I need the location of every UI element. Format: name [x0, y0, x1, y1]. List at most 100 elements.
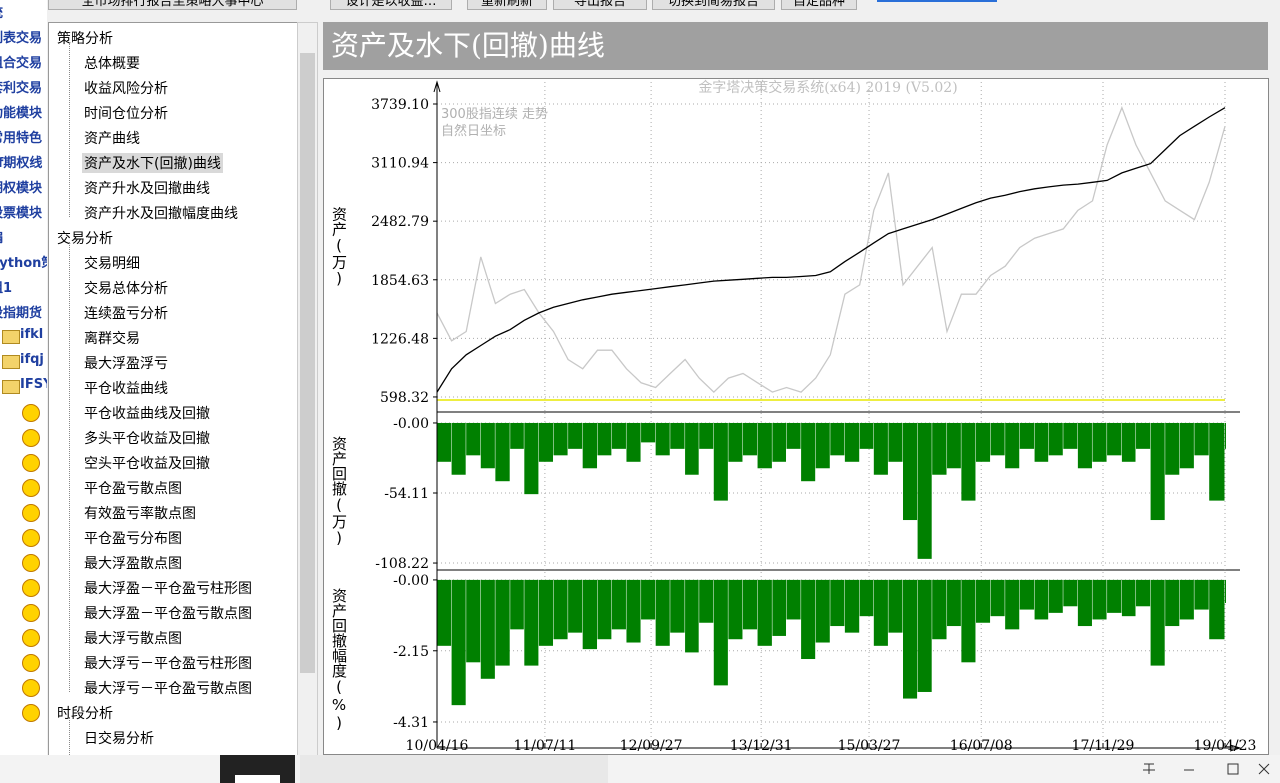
- sidebar-folder[interactable]: ifkl: [20, 327, 44, 342]
- sidebar-folder[interactable]: ifqj: [20, 352, 44, 367]
- tree-item[interactable]: 最大浮亏散点图: [84, 631, 182, 647]
- drawdown-bar: [480, 422, 495, 469]
- tree-item[interactable]: 资产升水及回撤曲线: [84, 181, 210, 197]
- tree-item[interactable]: 最大浮盈－平仓盈亏散点图: [84, 606, 252, 622]
- tree-item[interactable]: 平仓收益曲线: [84, 381, 168, 397]
- tree-item[interactable]: 平仓盈亏分布图: [84, 531, 182, 547]
- toolbar-button[interactable]: 全市场排行报告至策略大事中心: [48, 0, 297, 10]
- drawdown-bar: [1048, 579, 1063, 613]
- smiley-icon[interactable]: [22, 654, 40, 672]
- sidebar-item[interactable]: 编: [0, 227, 3, 246]
- folder-icon: [2, 330, 20, 344]
- scroll-thumb[interactable]: [300, 53, 315, 673]
- y-tick-label: -4.31: [393, 715, 429, 731]
- smiley-icon[interactable]: [22, 504, 40, 522]
- sidebar-item[interactable]: python策: [0, 256, 47, 271]
- x-tick-label: 10/04/16: [406, 738, 469, 754]
- drawdown-bar: [1165, 579, 1180, 627]
- sidebar-folder[interactable]: IFSY: [20, 377, 47, 392]
- toolbar-link[interactable]: [877, 0, 997, 2]
- y-tick-label: 1854.63: [371, 273, 429, 289]
- tree-item[interactable]: 收益风险分析: [84, 81, 168, 97]
- smiley-icon[interactable]: [22, 579, 40, 597]
- drawdown-bar: [568, 422, 583, 449]
- pin[interactable]: [1143, 763, 1155, 774]
- drawdown-bar: [772, 422, 787, 462]
- tree-item[interactable]: 平仓盈亏散点图: [84, 481, 182, 497]
- smiley-icon[interactable]: [22, 529, 40, 547]
- tree-section[interactable]: 时段分析: [57, 706, 113, 722]
- tree-item[interactable]: 最大浮亏－平仓盈亏散点图: [84, 681, 252, 697]
- drawdown-bar: [1179, 579, 1194, 620]
- drawdown-bar: [1179, 422, 1194, 469]
- drawdown-bar: [1077, 422, 1092, 469]
- sidebar-item[interactable]: 组1: [0, 281, 13, 296]
- panel-title: 资产及水下(回撤)曲线: [323, 22, 1268, 70]
- drawdown-bar: [772, 579, 787, 636]
- y-tick-label: 1226.48: [371, 331, 429, 347]
- tree-item[interactable]: 最大浮盈浮亏: [84, 356, 168, 372]
- sidebar-item[interactable]: 期权模块: [0, 181, 43, 196]
- sidebar-item[interactable]: 股票模块: [0, 206, 43, 221]
- tree-item[interactable]: 离群交易: [84, 331, 140, 347]
- drawdown-bar: [1209, 422, 1225, 501]
- toolbar-button[interactable]: 导出报告: [553, 0, 647, 10]
- tree-item[interactable]: 资产升水及回撤幅度曲线: [84, 206, 238, 222]
- drawdown-bar: [655, 579, 670, 646]
- drawdown-bar: [626, 422, 641, 462]
- tree-section[interactable]: 交易分析: [57, 231, 113, 247]
- maximize[interactable]: [1227, 763, 1239, 775]
- sidebar-item[interactable]: 套利交易: [0, 81, 43, 96]
- sidebar-item[interactable]: 常用特色: [0, 131, 43, 146]
- sidebar-item[interactable]: sf期权线: [0, 156, 43, 171]
- toolbar-button[interactable]: 设计是以收益…: [330, 0, 452, 10]
- smiley-icon[interactable]: [22, 704, 40, 722]
- drawdown-bar: [466, 579, 481, 663]
- tree-item[interactable]: 平仓收益曲线及回撤: [84, 406, 210, 422]
- toolbar-button[interactable]: 自定品种: [781, 0, 857, 10]
- smiley-icon[interactable]: [22, 629, 40, 647]
- drawdown-bar: [873, 579, 888, 646]
- tree-item[interactable]: 最大浮盈－平仓盈亏柱形图: [84, 581, 252, 597]
- scrollbar[interactable]: [297, 22, 318, 757]
- tree-item[interactable]: 最大浮盈散点图: [84, 556, 182, 572]
- tree-item[interactable]: 交易明细: [84, 256, 140, 272]
- smiley-icon[interactable]: [22, 454, 40, 472]
- drawdown-bar: [451, 422, 466, 475]
- tree-item[interactable]: 最大浮亏－平仓盈亏柱形图: [84, 656, 252, 672]
- x-tick-label: 13/12/31: [730, 738, 793, 754]
- tree-item[interactable]: 多头平仓收益及回撤: [84, 431, 210, 447]
- drawdown-bar: [1136, 422, 1151, 449]
- tree-item[interactable]: 日交易分析: [84, 731, 154, 747]
- sidebar-item[interactable]: 列表交易: [0, 31, 43, 46]
- smiley-icon[interactable]: [22, 429, 40, 447]
- drawdown-bar: [815, 579, 830, 643]
- tree-line: [69, 717, 70, 756]
- sidebar-item[interactable]: 股指期货: [0, 306, 43, 321]
- x-tick-label: 19/04/23: [1194, 738, 1257, 754]
- smiley-icon[interactable]: [22, 479, 40, 497]
- tree-item[interactable]: 资产及水下(回撤)曲线: [82, 153, 223, 173]
- toolbar-button[interactable]: 重新刷新: [467, 0, 547, 10]
- drawdown-bar: [437, 579, 452, 646]
- smiley-icon[interactable]: [22, 404, 40, 422]
- sidebar-item[interactable]: 统: [0, 2, 3, 21]
- drawdown-bar: [699, 422, 714, 449]
- smiley-icon[interactable]: [22, 679, 40, 697]
- smiley-icon[interactable]: [22, 554, 40, 572]
- window-controls[interactable]: [1140, 761, 1270, 777]
- tree-item[interactable]: 时间仓位分析: [84, 106, 168, 122]
- drawdown-bar: [1063, 579, 1078, 607]
- tree-item[interactable]: 资产曲线: [84, 131, 140, 147]
- tree-item[interactable]: 连续盈亏分析: [84, 306, 168, 322]
- smiley-icon[interactable]: [22, 604, 40, 622]
- toolbar-button[interactable]: 切换到简易报告: [652, 0, 775, 10]
- sidebar-item[interactable]: 功能模块: [0, 106, 43, 121]
- tree-item[interactable]: 交易总体分析: [84, 281, 168, 297]
- tree-section[interactable]: 策略分析: [57, 31, 113, 47]
- tree-item[interactable]: 总体概要: [84, 56, 140, 72]
- tree-item[interactable]: 有效盈亏率散点图: [84, 506, 196, 522]
- close[interactable]: [1258, 763, 1270, 775]
- tree-item[interactable]: 空头平仓收益及回撤: [84, 456, 210, 472]
- sidebar-item[interactable]: 组合交易: [0, 56, 43, 71]
